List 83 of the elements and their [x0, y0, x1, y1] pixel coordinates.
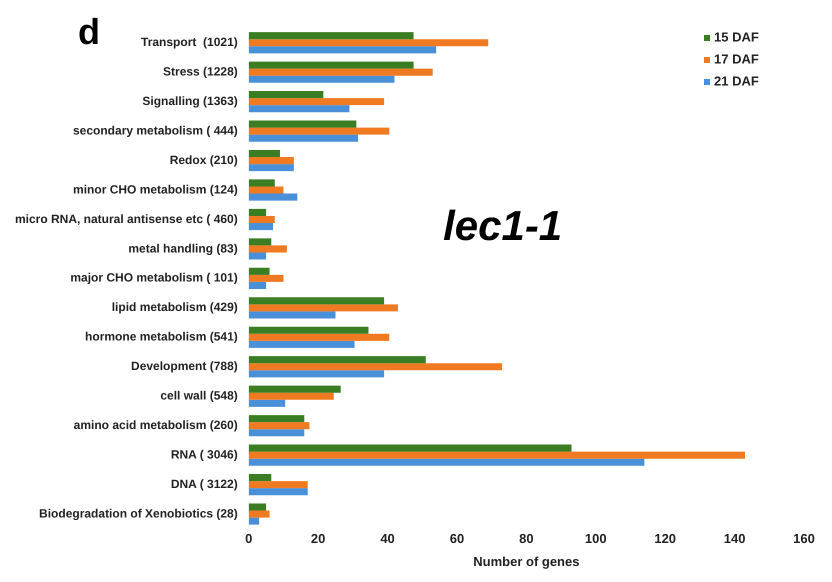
- bar: [248, 282, 266, 290]
- bar: [248, 297, 384, 304]
- bar: [248, 164, 294, 172]
- y-tick-label: hormone metabolism (541): [85, 330, 238, 344]
- bar: [248, 488, 308, 496]
- bar: [248, 274, 284, 282]
- legend-label: 21 DAF: [714, 74, 759, 89]
- bar: [248, 194, 298, 201]
- y-tick-label: DNA ( 3122): [170, 476, 238, 491]
- bar: [248, 252, 266, 260]
- bar: [248, 120, 356, 128]
- x-tick-label: 60: [450, 531, 464, 546]
- bar: [248, 334, 390, 341]
- bar: [248, 356, 426, 364]
- bar: [248, 392, 334, 400]
- bar: [248, 238, 272, 246]
- y-tick-label: RNA ( 3046): [170, 447, 238, 462]
- bar: [248, 32, 414, 40]
- bar: [248, 68, 433, 76]
- bar: [248, 186, 284, 194]
- y-tick-label: cell wall (548): [160, 388, 238, 403]
- bar: [248, 245, 287, 252]
- y-tick-label: secondary metabolism ( 444): [73, 123, 238, 138]
- x-tick-label: 80: [519, 531, 534, 546]
- x-tick-label: 40: [380, 531, 395, 546]
- bar: [248, 128, 390, 135]
- bar: [248, 326, 368, 334]
- y-tick-label: Redox (210): [170, 152, 238, 167]
- y-tick-label: lipid metabolism (429): [112, 300, 238, 314]
- y-tick-label: minor CHO metabolism (124): [73, 182, 238, 196]
- y-tick-label: Signalling (1363): [142, 94, 238, 108]
- y-tick-label: amino acid metabolism (260): [74, 418, 238, 432]
- x-tick-label: 160: [793, 531, 815, 546]
- bar: [248, 363, 502, 370]
- y-tick-label: Development (788): [131, 359, 238, 374]
- bar: [248, 91, 324, 98]
- bar: [248, 503, 266, 511]
- x-tick-label: 120: [654, 531, 676, 546]
- bar: [248, 268, 270, 275]
- y-tick-label: Stress (1228): [163, 64, 238, 78]
- bar: [248, 474, 272, 482]
- y-tick-label: major CHO metabolism ( 101): [70, 270, 238, 285]
- bar: [248, 304, 398, 312]
- bar: [248, 452, 746, 459]
- y-tick-label: micro RNA, natural antisense etc ( 460): [14, 212, 238, 226]
- bar: [248, 216, 275, 224]
- y-tick-label: Biodegradation of Xenobiotics (28): [39, 506, 238, 520]
- x-tick-label: 0: [245, 531, 252, 546]
- bar: [248, 458, 644, 466]
- x-tick-label: 140: [724, 531, 746, 546]
- bar: [248, 62, 414, 69]
- annotation: lec1-1: [443, 202, 562, 249]
- text: d: [78, 10, 100, 52]
- x-tick-label: 100: [584, 531, 607, 546]
- bar: [248, 510, 270, 518]
- bar: [248, 518, 260, 525]
- bar: [248, 422, 310, 430]
- bar: [248, 76, 394, 83]
- bar: [248, 46, 436, 54]
- x-axis-title: Number of genes: [473, 554, 580, 569]
- bar: [248, 400, 286, 407]
- bar: [248, 481, 308, 488]
- y-tick-label: Transport (1021): [141, 35, 238, 50]
- x-tick-label: 20: [310, 531, 326, 546]
- bar: [248, 311, 336, 318]
- bar: [248, 444, 572, 452]
- bar: [248, 105, 350, 112]
- bar: [248, 340, 355, 348]
- bar: [248, 157, 294, 164]
- bar: [248, 150, 280, 158]
- bar: [248, 39, 488, 46]
- bar: [248, 370, 384, 378]
- bar: [248, 179, 275, 186]
- bar: [248, 386, 341, 393]
- legend-label: 15 DAF: [714, 30, 759, 45]
- bar: [248, 415, 304, 422]
- bar: [248, 98, 384, 106]
- y-tick-label: metal handling (83): [128, 241, 238, 256]
- bar: [248, 134, 358, 142]
- bar: [248, 208, 266, 216]
- bar: [248, 429, 304, 436]
- bar: [248, 223, 274, 230]
- legend-label: 17 DAF: [714, 52, 759, 67]
